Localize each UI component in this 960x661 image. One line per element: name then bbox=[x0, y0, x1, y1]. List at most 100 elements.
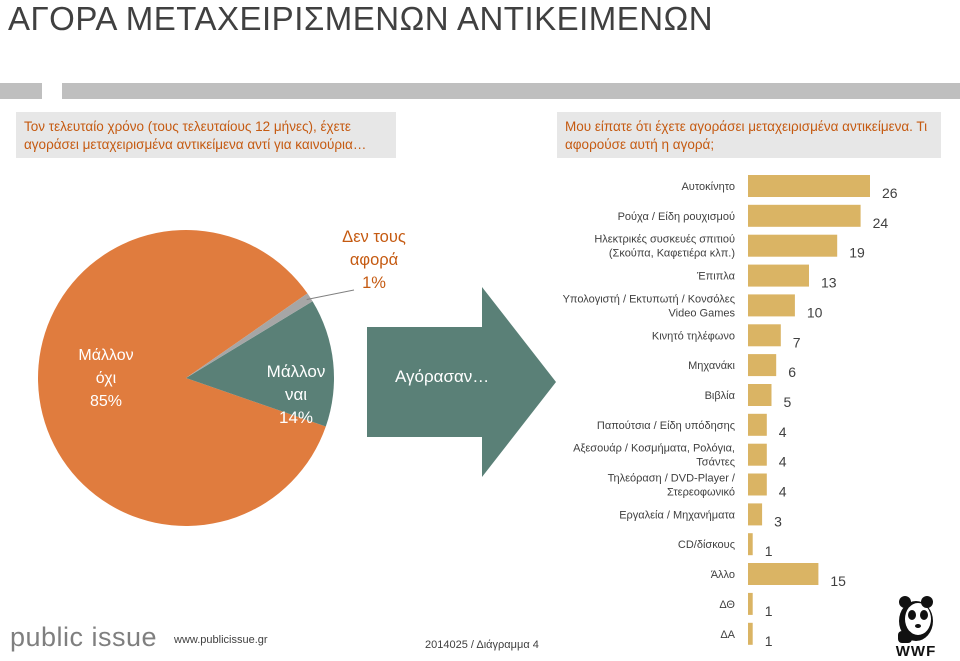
pie-slice-den-aforа bbox=[186, 293, 313, 378]
category-label-line: Υπολογιστή / Εκτυπωτή / Κονσόλες bbox=[563, 293, 735, 305]
pie-label-yes-line1: Μάλλον bbox=[266, 362, 326, 381]
pie-leader-line bbox=[306, 289, 355, 300]
bar-value-label: 1 bbox=[765, 603, 773, 619]
bar bbox=[748, 264, 809, 287]
bar-value-label: 7 bbox=[793, 334, 801, 350]
category-label-line: CD/δίσκους bbox=[678, 539, 735, 551]
top-divider-bar bbox=[0, 83, 960, 99]
category-label-line: Μηχανάκι bbox=[688, 360, 735, 372]
category-label-line: Παπούτσια / Είδη υπόδησης bbox=[597, 420, 735, 432]
bar bbox=[748, 473, 767, 496]
footer-chart-code: 2014025 / Διάγραμμα 4 bbox=[425, 639, 539, 651]
bar-value-label: 13 bbox=[821, 275, 837, 291]
category-label-line: Κινητό τηλέφωνο bbox=[652, 330, 735, 342]
category-label-line: ΔΘ bbox=[719, 599, 735, 611]
category-label-line: Τηλεόραση / DVD-Player / bbox=[608, 473, 736, 485]
question-right-box: Μου είπατε ότι έχετε αγοράσει μεταχειρισ… bbox=[557, 112, 941, 158]
category-label-line: Αυτοκίνητο bbox=[681, 181, 735, 193]
bar bbox=[748, 413, 767, 436]
category-label-line: Βιβλία bbox=[705, 390, 736, 402]
bar bbox=[748, 175, 870, 197]
bar bbox=[748, 234, 838, 257]
category-label-line: Στερεοφωνικό bbox=[667, 487, 735, 499]
category-label: ΔΑ bbox=[720, 629, 735, 641]
bar bbox=[748, 204, 861, 227]
wwf-logo-text: WWF bbox=[895, 643, 937, 660]
category-label-line: (Σκούπα, Καφετιέρα κλπ.) bbox=[609, 248, 735, 260]
bar-value-label: 4 bbox=[779, 454, 787, 470]
category-label: Αξεσουάρ / Κοσμήματα, Ρολόγια, Τσάντες bbox=[573, 443, 735, 469]
bar bbox=[748, 354, 777, 377]
category-label-line: Έπιπλα bbox=[696, 271, 736, 283]
pie-label-na-line1: Δεν τους bbox=[342, 228, 406, 246]
question-left-box: Τον τελευταίο χρόνο (τους τελευταίους 12… bbox=[16, 112, 396, 158]
category-label: Βιβλία bbox=[705, 390, 736, 402]
category-label-line: Τσάντες bbox=[696, 457, 735, 469]
top-divider-segment-left bbox=[0, 83, 42, 99]
category-label-line: ΔΑ bbox=[720, 629, 735, 641]
bar-value-label: 24 bbox=[873, 215, 889, 231]
bar bbox=[748, 533, 753, 556]
bar bbox=[748, 563, 819, 585]
pie-label-na-line2: αφορά bbox=[349, 251, 399, 269]
bar bbox=[748, 503, 763, 526]
bar-value-label: 6 bbox=[788, 364, 796, 380]
bar bbox=[748, 384, 772, 406]
category-label-line: Άλλο bbox=[711, 569, 735, 581]
category-label: Αυτοκίνητο bbox=[681, 181, 735, 193]
bar-chart: 26 Αυτοκίνητο 24 Ρούχα / Είδη ρουχισμού 19 Ηλ… bbox=[563, 175, 898, 649]
bar-value-label: 4 bbox=[779, 424, 787, 440]
pie-label-no-line1: Μάλλον bbox=[78, 347, 134, 364]
bar bbox=[748, 443, 767, 466]
bar-value-label: 1 bbox=[765, 633, 773, 649]
pie-label-na: Δεν τους αφορά 1% bbox=[328, 226, 420, 295]
pie-label-na-percent: 1% bbox=[362, 274, 386, 292]
category-label-line: Ρούχα / Είδη ρουχισμού bbox=[618, 211, 735, 223]
bar-value-label: 26 bbox=[882, 185, 898, 201]
page-title: ΑΓΟΡΑ ΜΕΤΑΧΕΙΡΙΣΜΕΝΩΝ ΑΝΤΙΚΕΙΜΕΝΩΝ bbox=[8, 0, 714, 37]
panda-icon bbox=[898, 596, 933, 643]
category-label: Ρούχα / Είδη ρουχισμού bbox=[618, 211, 735, 223]
wwf-logo: WWF bbox=[888, 593, 944, 661]
bar bbox=[748, 294, 795, 317]
arrow-label: Αγόρασαν… bbox=[395, 367, 490, 386]
question-left-text: Τον τελευταίο χρόνο (τους τελευταίους 12… bbox=[24, 119, 367, 152]
category-label-line: Video Games bbox=[669, 307, 736, 319]
category-label: CD/δίσκους bbox=[678, 539, 735, 551]
pie-label-no-percent: 85% bbox=[89, 393, 123, 410]
pie-label-yes: Μάλλον ναι 14% bbox=[246, 360, 346, 429]
category-label-line: Ηλεκτρικές συσκευές σπιτιού bbox=[594, 234, 735, 246]
bar bbox=[748, 324, 781, 347]
pie-slice-mallon-oxi bbox=[38, 230, 326, 527]
bar-value-label: 19 bbox=[849, 245, 865, 261]
category-label: Υπολογιστή / Εκτυπωτή / Κονσόλες Video Ga… bbox=[563, 293, 736, 319]
category-label: Έπιπλα bbox=[696, 271, 736, 283]
footer-url[interactable]: www.publicissue.gr bbox=[174, 634, 268, 646]
bar-value-label: 4 bbox=[779, 484, 787, 500]
category-label: Μηχανάκι bbox=[688, 360, 735, 372]
bar-value-label: 1 bbox=[765, 543, 773, 559]
category-label: Κινητό τηλέφωνο bbox=[652, 330, 735, 342]
bar-value-label: 5 bbox=[784, 394, 792, 410]
category-label-line: Εργαλεία / Μηχανήματα bbox=[619, 509, 735, 521]
bar-value-label: 3 bbox=[774, 513, 782, 529]
pie-label-yes-line2: ναι bbox=[284, 385, 308, 404]
category-label: Άλλο bbox=[711, 569, 735, 581]
category-label: ΔΘ bbox=[719, 599, 735, 611]
pie-label-no-line2: όχι bbox=[95, 370, 117, 387]
category-label-line: Αξεσουάρ / Κοσμήματα, Ρολόγια, bbox=[573, 443, 735, 455]
public-issue-logo: public issue bbox=[10, 622, 158, 652]
bar bbox=[748, 592, 753, 615]
top-divider-segment-right bbox=[62, 83, 960, 99]
category-label: Εργαλεία / Μηχανήματα bbox=[619, 509, 735, 521]
pie-label-no: Μάλλον όχι 85% bbox=[60, 344, 152, 413]
pie-slice-mallon-nai bbox=[186, 301, 335, 427]
category-label: Παπούτσια / Είδη υπόδησης bbox=[597, 420, 735, 432]
bar bbox=[748, 622, 753, 645]
pie-chart bbox=[38, 230, 355, 527]
category-label: Ηλεκτρικές συσκευές σπιτιού (Σκούπα, Καφε… bbox=[594, 234, 735, 260]
bar-value-label: 15 bbox=[830, 573, 846, 589]
pie-label-yes-percent: 14% bbox=[278, 408, 314, 427]
question-right-text: Μου είπατε ότι έχετε αγοράσει μεταχειρισ… bbox=[565, 119, 928, 152]
